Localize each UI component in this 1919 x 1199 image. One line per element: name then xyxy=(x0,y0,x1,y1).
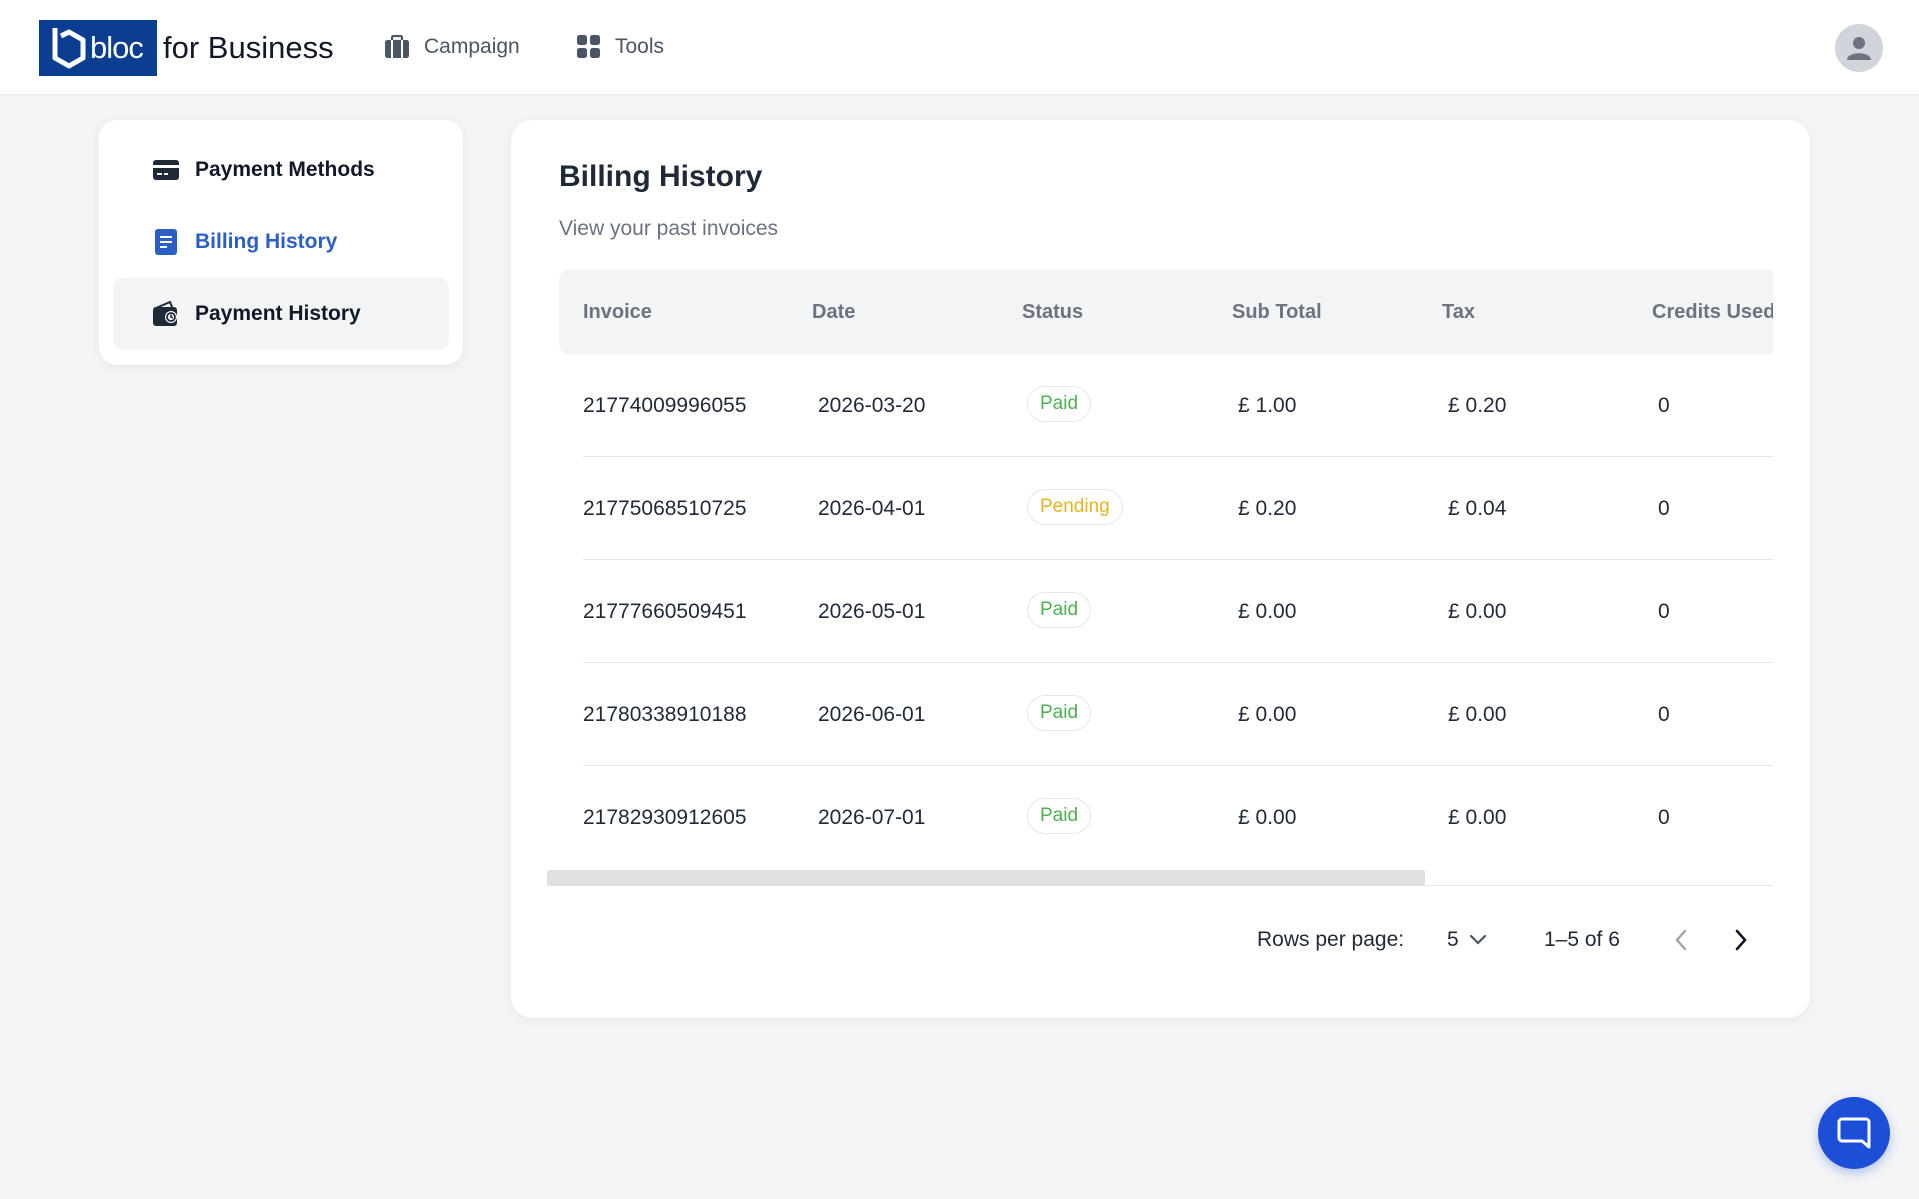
horizontal-scrollbar[interactable] xyxy=(547,870,1773,886)
billing-history-card: Billing History View your past invoices … xyxy=(511,120,1810,1018)
column-header-date[interactable]: Date xyxy=(812,301,856,323)
nav-tools-label: Tools xyxy=(615,35,665,58)
scrollbar-thumb[interactable] xyxy=(547,870,1425,886)
cell-date: 2026-05-01 xyxy=(818,600,926,623)
table-header: Invoice Date Status Sub Total Tax Credit… xyxy=(559,270,1773,354)
cell-credits: 0 xyxy=(1658,497,1670,520)
document-icon xyxy=(155,229,177,255)
sidebar-item-label: Payment Methods xyxy=(195,158,375,181)
cell-credits: 0 xyxy=(1658,806,1670,829)
cell-subtotal: £ 1.00 xyxy=(1238,394,1297,417)
chevron-down-icon xyxy=(1469,934,1486,945)
table-row[interactable]: 21774009996055 2026-03-20 Paid £ 1.00 £ … xyxy=(559,354,1773,457)
sidebar: Payment Methods Billing History Payment … xyxy=(99,120,463,365)
previous-page-button[interactable] xyxy=(1661,920,1701,960)
cell-invoice: 21780338910188 xyxy=(583,703,747,726)
cell-date: 2026-03-20 xyxy=(818,394,926,417)
sidebar-item-payment-methods[interactable]: Payment Methods xyxy=(113,134,449,206)
column-header-status[interactable]: Status xyxy=(1022,301,1084,323)
rows-per-page-value: 5 xyxy=(1447,928,1459,951)
hexagon-b-icon xyxy=(52,28,86,69)
cell-invoice: 21774009996055 xyxy=(583,394,747,417)
cell-invoice: 21782930912605 xyxy=(583,806,747,829)
sidebar-item-label: Billing History xyxy=(195,230,338,253)
cell-date: 2026-07-01 xyxy=(818,806,926,829)
column-header-tax[interactable]: Tax xyxy=(1442,301,1475,323)
avatar[interactable] xyxy=(1835,24,1883,72)
table-row[interactable]: 21780338910188 2026-06-01 Paid £ 0.00 £ … xyxy=(559,663,1773,766)
table-row[interactable]: 21775068510725 2026-04-01 Pending £ 0.20… xyxy=(559,457,1773,560)
chevron-left-icon xyxy=(1675,929,1687,951)
column-header-subtotal[interactable]: Sub Total xyxy=(1232,301,1322,323)
table-row[interactable]: 21777660509451 2026-05-01 Paid £ 0.00 £ … xyxy=(559,560,1773,663)
cell-tax: £ 0.00 xyxy=(1448,703,1507,726)
row-divider xyxy=(583,456,1773,457)
cell-credits: 0 xyxy=(1658,703,1670,726)
wallet-icon xyxy=(153,301,177,326)
cell-date: 2026-06-01 xyxy=(818,703,926,726)
sidebar-item-billing-history[interactable]: Billing History xyxy=(113,206,449,278)
page-title: Billing History xyxy=(559,160,763,193)
column-header-credits-used[interactable]: Credits Used xyxy=(1652,301,1773,323)
sidebar-item-label: Payment History xyxy=(195,302,361,325)
pagination-range: 1–5 of 6 xyxy=(1544,928,1620,951)
row-divider xyxy=(583,559,1773,560)
cell-tax: £ 0.00 xyxy=(1448,806,1507,829)
rows-per-page-select[interactable]: 5 xyxy=(1447,920,1487,960)
rows-per-page-label: Rows per page: xyxy=(1257,928,1405,951)
cell-subtotal: £ 0.00 xyxy=(1238,806,1297,829)
chat-bubble-icon xyxy=(1837,1117,1871,1149)
cell-subtotal: £ 0.00 xyxy=(1238,703,1297,726)
status-badge: Pending xyxy=(1027,489,1123,525)
grid-icon xyxy=(577,35,600,58)
cell-credits: 0 xyxy=(1658,394,1670,417)
invoice-table: Invoice Date Status Sub Total Tax Credit… xyxy=(559,270,1773,880)
top-bar: bloc for Business Campaign Tools xyxy=(0,0,1919,95)
briefcase-icon xyxy=(385,35,409,58)
chat-button[interactable] xyxy=(1818,1097,1890,1169)
table-row[interactable]: 21782930912605 2026-07-01 Paid £ 0.00 £ … xyxy=(559,766,1773,869)
sidebar-item-payment-history[interactable]: Payment History xyxy=(113,278,449,350)
logo-text: bloc xyxy=(90,30,144,65)
nav-campaign[interactable]: Campaign xyxy=(384,30,520,64)
status-badge: Paid xyxy=(1027,592,1092,628)
cell-tax: £ 0.04 xyxy=(1448,497,1507,520)
row-divider xyxy=(583,662,1773,663)
cell-credits: 0 xyxy=(1658,600,1670,623)
logo-badge: bloc xyxy=(39,20,157,76)
page-subtitle: View your past invoices xyxy=(559,217,779,240)
row-divider xyxy=(583,765,1773,766)
cell-tax: £ 0.00 xyxy=(1448,600,1507,623)
user-icon xyxy=(1847,37,1871,60)
cell-subtotal: £ 0.20 xyxy=(1238,497,1297,520)
cell-tax: £ 0.20 xyxy=(1448,394,1507,417)
credit-card-icon xyxy=(153,160,179,180)
column-header-invoice[interactable]: Invoice xyxy=(583,301,652,323)
chevron-right-icon xyxy=(1735,929,1747,951)
cell-subtotal: £ 0.00 xyxy=(1238,600,1297,623)
logo[interactable]: bloc for Business xyxy=(39,20,334,76)
status-badge: Paid xyxy=(1027,798,1092,834)
status-badge: Paid xyxy=(1027,386,1092,422)
logo-suffix: for Business xyxy=(163,30,334,65)
cell-date: 2026-04-01 xyxy=(818,497,926,520)
nav-tools[interactable]: Tools xyxy=(577,30,664,64)
cell-invoice: 21777660509451 xyxy=(583,600,747,623)
status-badge: Paid xyxy=(1027,695,1092,731)
nav-campaign-label: Campaign xyxy=(424,35,520,58)
cell-invoice: 21775068510725 xyxy=(583,497,747,520)
next-page-button[interactable] xyxy=(1721,920,1761,960)
